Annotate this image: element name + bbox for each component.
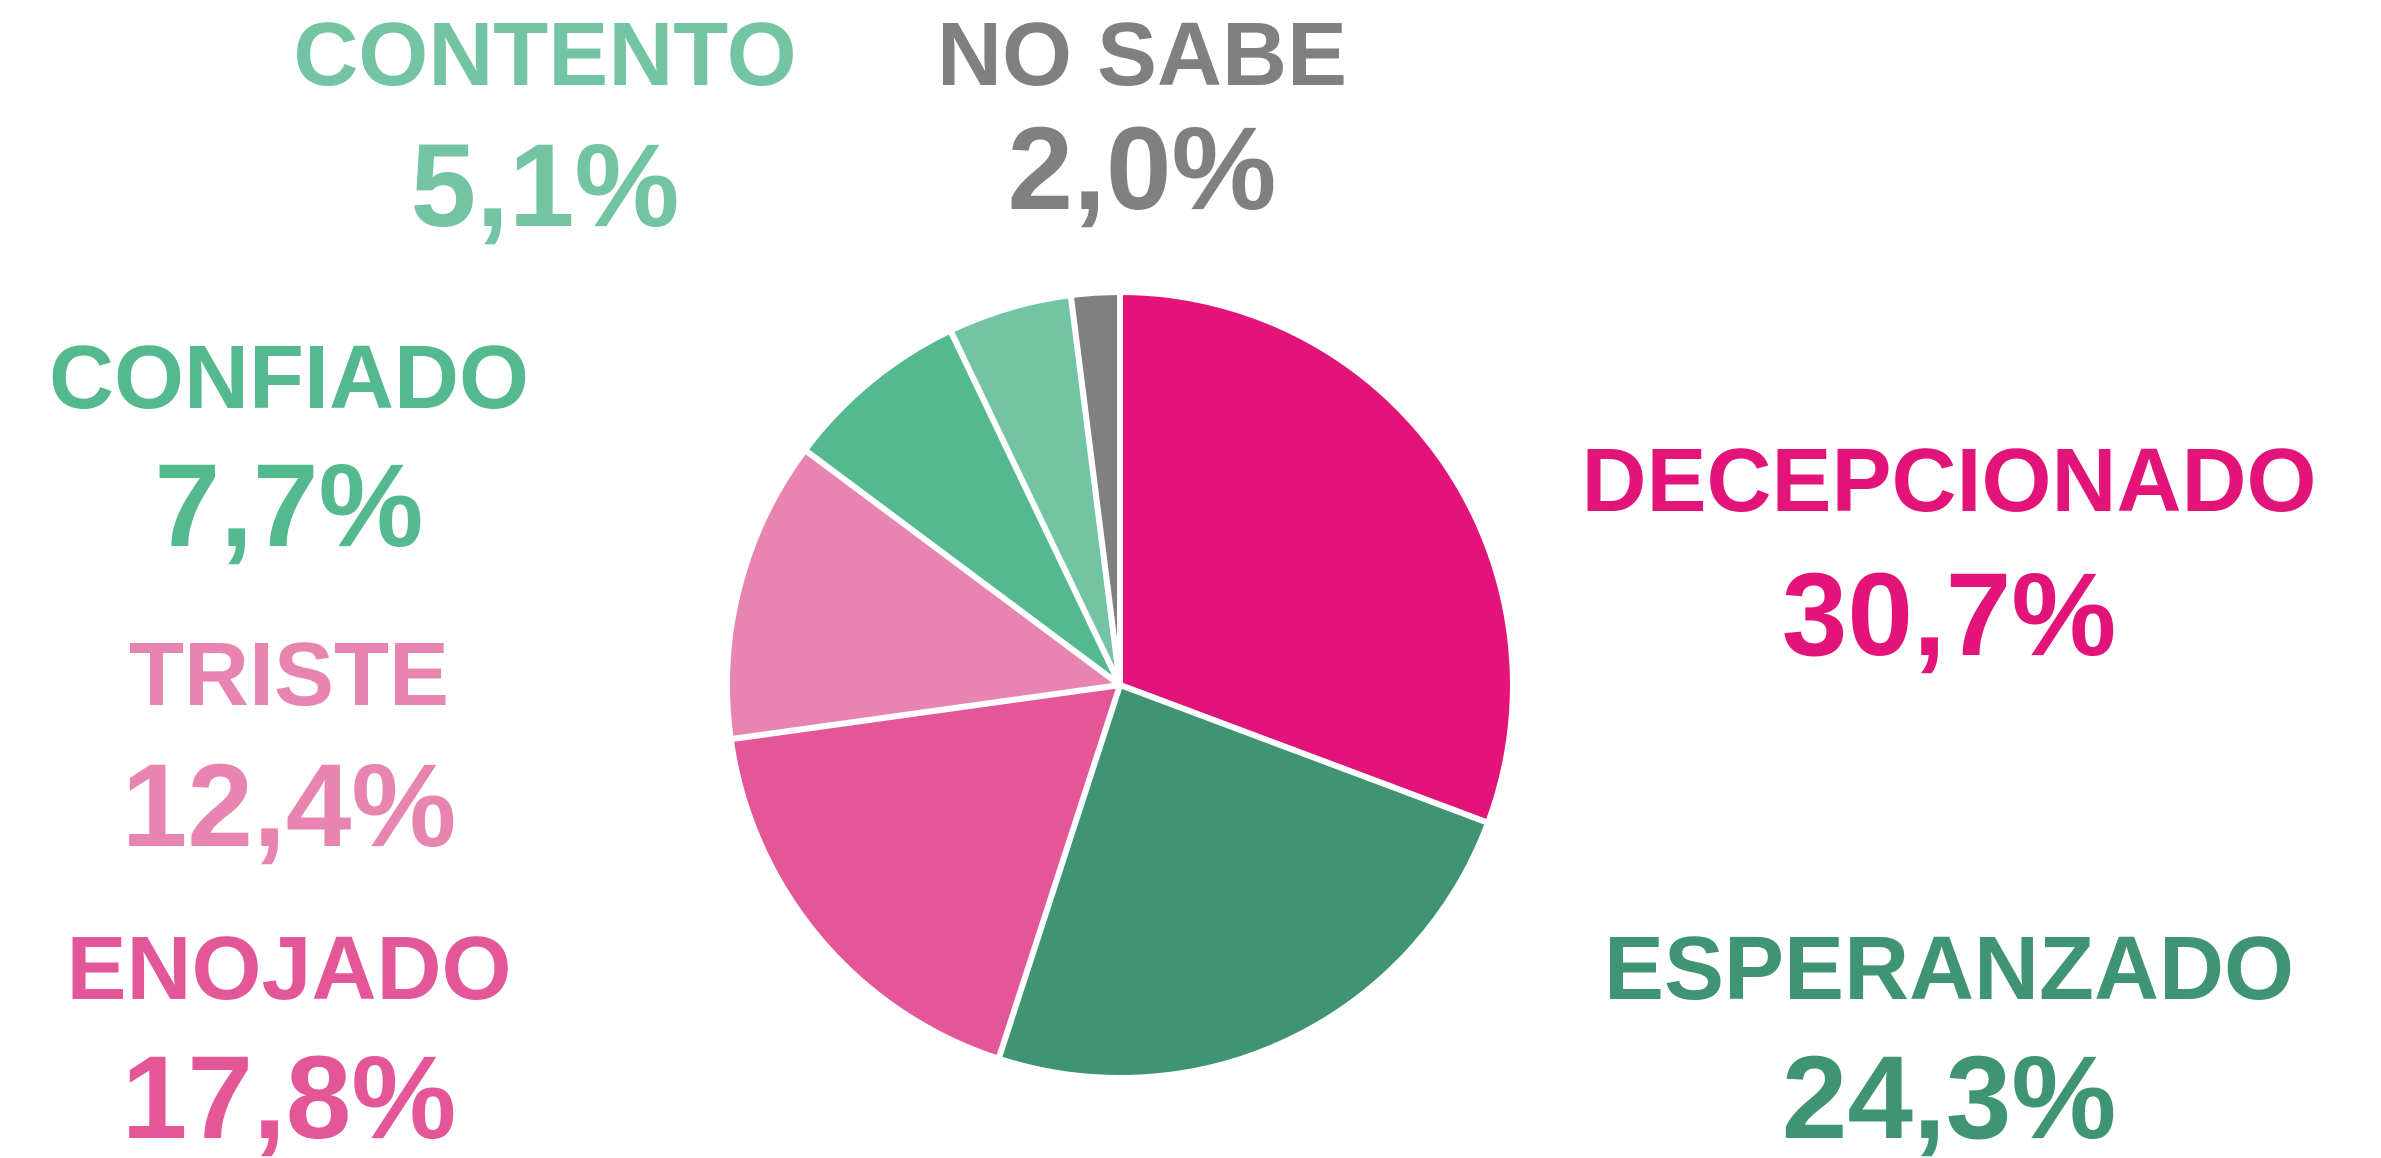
slice-label: CONTENTO [293, 5, 796, 105]
slice-label: CONFIADO [49, 328, 529, 428]
pie-slice [1117, 289, 1516, 826]
slice-value: 2,0% [1008, 103, 1277, 235]
slice-value: 24,3% [1782, 1032, 2117, 1158]
slice-label: ESPERANZADO [1604, 919, 2294, 1019]
slice-label: NO SABE [937, 5, 1347, 105]
pie-slice [724, 447, 1123, 743]
slice-value: 7,7% [155, 440, 424, 572]
slice-label: DECEPCIONADO [1581, 431, 2316, 531]
slice-value: 17,8% [122, 1032, 457, 1158]
slice-value: 5,1% [411, 120, 680, 252]
pie-slice [801, 327, 1123, 688]
slice-value: 12,4% [122, 740, 457, 872]
pie-slice [995, 682, 1492, 1081]
slice-value: 30,7% [1782, 549, 2117, 681]
pie-slice [1067, 289, 1123, 688]
slice-label: ENOJADO [66, 919, 511, 1019]
slice-label: TRISTE [129, 625, 449, 725]
pie-slice [727, 682, 1123, 1062]
